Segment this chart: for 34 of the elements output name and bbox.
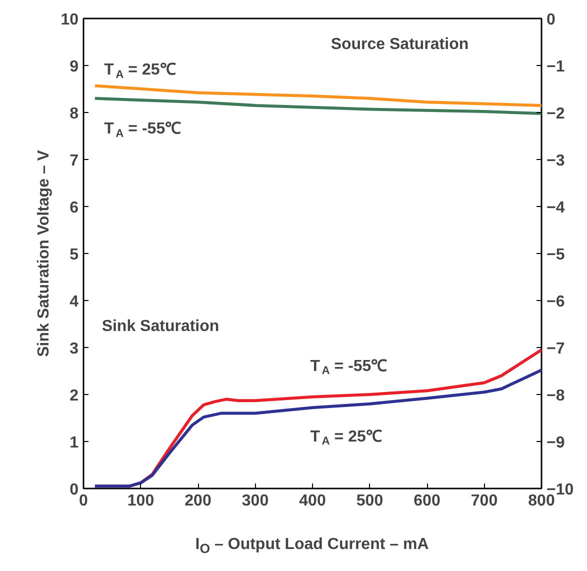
annotation: Sink Saturation xyxy=(102,318,220,335)
y2-tick-label: −4 xyxy=(546,200,565,216)
x-tick-label: 500 xyxy=(356,492,384,510)
y-tick-label: 9 xyxy=(70,58,79,76)
y-tick-label: 4 xyxy=(70,294,79,310)
y2-tick-label: −8 xyxy=(546,388,565,404)
y-tick-label: 10 xyxy=(60,12,79,28)
y-tick-label: 5 xyxy=(70,246,79,264)
y2-tick-label: −7 xyxy=(546,340,565,358)
y-axis-title: Sink Saturation Voltage – V xyxy=(36,150,53,357)
y2-tick-label: −9 xyxy=(546,434,565,452)
x-tick-label: 100 xyxy=(127,492,154,510)
y-tick-label: 3 xyxy=(70,340,79,358)
x-tick-label: 300 xyxy=(242,492,269,510)
y-tick-label: 1 xyxy=(70,434,79,452)
y-tick-label: 8 xyxy=(70,106,79,122)
x-tick-label: 200 xyxy=(184,492,212,510)
x-tick-label: 600 xyxy=(414,492,440,510)
y-tick-label: 6 xyxy=(70,200,79,216)
y2-tick-label: −5 xyxy=(546,246,565,264)
y-tick-label: 0 xyxy=(70,482,79,498)
annotation: Source Saturation xyxy=(330,36,469,53)
y-tick-label: 2 xyxy=(70,388,79,404)
y-tick-label: 7 xyxy=(70,152,79,170)
y2-tick-label: −3 xyxy=(546,152,565,170)
x-tick-label: 400 xyxy=(299,492,326,510)
y2-tick-label: −6 xyxy=(546,294,565,310)
y2-tick-label: −2 xyxy=(546,106,565,122)
y2-tick-label: −1 xyxy=(546,58,565,76)
line-series xyxy=(93,96,542,115)
line-series xyxy=(93,84,542,107)
x-tick-label: 700 xyxy=(470,492,498,510)
x-axis-title: I$_{O}$ – Output Load Current – mA xyxy=(194,535,430,558)
y2-tick-label: 0 xyxy=(546,12,556,28)
